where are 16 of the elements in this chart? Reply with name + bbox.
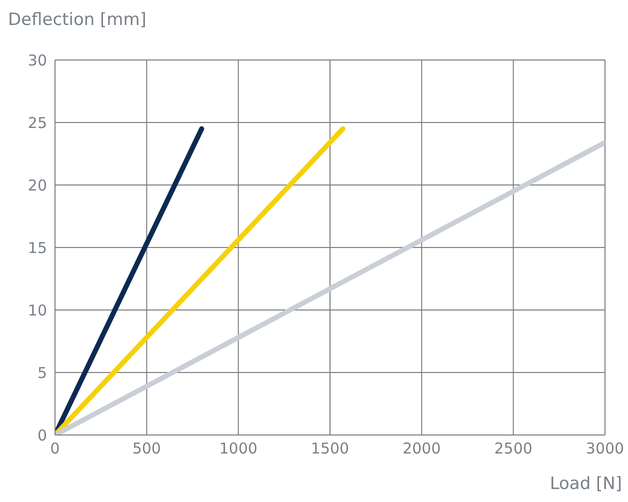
y-tick-label: 20 [28,176,47,194]
y-axis-title: Deflection [mm] [8,10,146,30]
x-tick-label: 0 [50,440,60,458]
y-tick-label: 30 [28,51,47,70]
x-axis-title: Load [N] [550,474,622,494]
x-tick-label: 1000 [219,440,258,458]
x-tick-label: 500 [132,440,161,458]
x-tick-label: 2000 [402,440,441,458]
y-tick-label: 5 [37,364,47,382]
x-tick-label: 3000 [586,440,624,458]
y-tick-label: 0 [37,426,47,444]
y-tick-label: 15 [28,238,47,257]
y-tick-label: 10 [28,301,47,320]
x-tick-label: 2500 [494,440,532,458]
y-tick-label: 25 [28,114,47,132]
x-tick-label: 1500 [310,440,350,458]
